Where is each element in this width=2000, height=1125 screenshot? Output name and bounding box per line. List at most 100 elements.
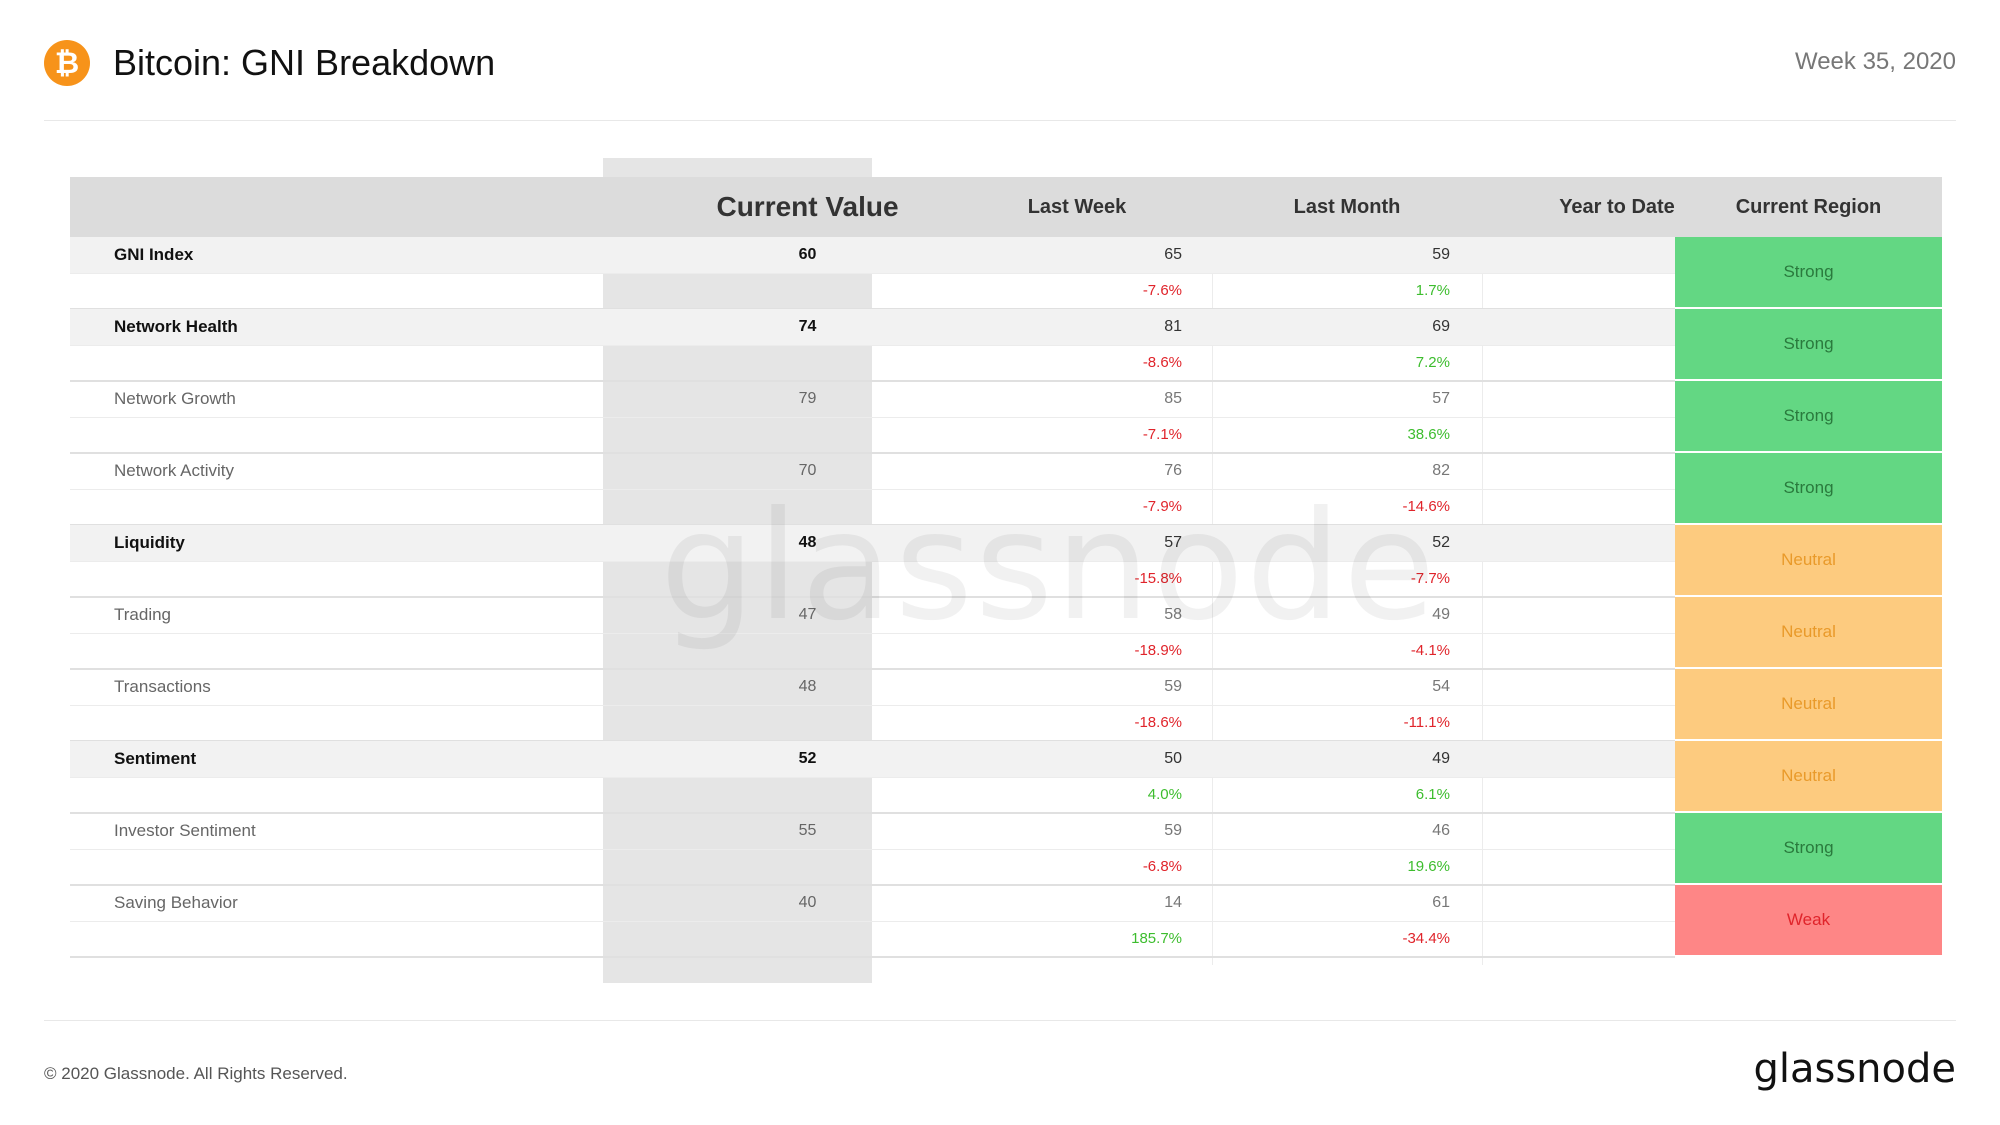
last-week-value: 14 bbox=[1164, 894, 1182, 911]
row-value-band bbox=[70, 237, 1675, 273]
row-label: Network Growth bbox=[114, 389, 236, 408]
last-month-change: 19.6% bbox=[1407, 858, 1450, 875]
last-month-change: 7.2% bbox=[1415, 354, 1450, 371]
row-inner-divider bbox=[70, 273, 1675, 274]
last-week-change: -15.8% bbox=[1134, 570, 1182, 587]
current-value-cell: 70 bbox=[798, 462, 817, 479]
last-week-value: 50 bbox=[1164, 750, 1182, 767]
last-month-value: 49 bbox=[1432, 750, 1450, 767]
last-week-value: 57 bbox=[1164, 534, 1182, 551]
page-header: ₿ Bitcoin: GNI Breakdown Week 35, 2020 bbox=[44, 30, 1956, 120]
current-value-cell: 60 bbox=[798, 246, 817, 263]
row-label: Liquidity bbox=[114, 533, 185, 552]
row-value-band bbox=[70, 525, 1675, 561]
region-badge: Neutral bbox=[1675, 741, 1942, 811]
row-divider bbox=[70, 956, 1675, 958]
column-divider bbox=[1212, 237, 1213, 965]
last-week-change: -7.9% bbox=[1142, 498, 1182, 515]
current-value-column-band bbox=[603, 158, 872, 983]
row-label: Network Activity bbox=[114, 461, 234, 480]
table-row: Investor Sentiment5559-6.8%4619.6%3652.8… bbox=[70, 813, 1942, 886]
last-week-change: 4.0% bbox=[1147, 786, 1182, 803]
row-inner-divider bbox=[70, 561, 1675, 562]
last-week-value: 58 bbox=[1164, 606, 1182, 623]
row-inner-divider bbox=[70, 849, 1675, 850]
last-month-value: 69 bbox=[1432, 318, 1450, 335]
row-inner-divider bbox=[70, 633, 1675, 634]
last-week-change: 185.7% bbox=[1131, 930, 1182, 947]
row-divider bbox=[70, 668, 1675, 670]
last-week-value: 76 bbox=[1164, 462, 1182, 479]
row-divider bbox=[70, 884, 1675, 886]
last-month-change: -4.1% bbox=[1410, 642, 1450, 659]
current-value-cell: 74 bbox=[798, 318, 817, 335]
header-last-week: Last Week bbox=[1027, 196, 1127, 218]
current-value-cell: 79 bbox=[798, 390, 817, 407]
row-inner-divider bbox=[70, 921, 1675, 922]
row-divider bbox=[70, 596, 1675, 598]
row-label: Saving Behavior bbox=[114, 893, 238, 912]
last-month-value: 82 bbox=[1432, 462, 1450, 479]
last-week-value: 59 bbox=[1164, 678, 1182, 695]
region-badge: Neutral bbox=[1675, 597, 1942, 667]
page-title: Bitcoin: GNI Breakdown bbox=[113, 42, 496, 83]
current-value-cell: 48 bbox=[798, 678, 817, 695]
table-row: Network Activity7076-7.9%82-14.6%24191.7… bbox=[70, 453, 1942, 526]
last-week-change: -7.1% bbox=[1142, 426, 1182, 443]
last-month-change: 1.7% bbox=[1415, 282, 1450, 299]
row-label: Transactions bbox=[114, 677, 211, 696]
last-month-value: 54 bbox=[1432, 678, 1450, 695]
footer-divider bbox=[44, 1020, 1956, 1021]
row-value-band bbox=[70, 309, 1675, 345]
last-month-value: 57 bbox=[1432, 390, 1450, 407]
last-month-change: -7.7% bbox=[1410, 570, 1450, 587]
header-divider bbox=[44, 120, 1956, 121]
table-header-row: Current Value Last Week Last Month Year … bbox=[70, 177, 1942, 237]
week-label: Week 35, 2020 bbox=[1794, 48, 1956, 75]
row-label: Sentiment bbox=[114, 749, 197, 768]
row-divider bbox=[70, 452, 1675, 454]
last-month-value: 59 bbox=[1432, 246, 1450, 263]
header-current-value: Current Value bbox=[716, 191, 899, 222]
last-month-change: -14.6% bbox=[1402, 498, 1450, 515]
last-week-value: 81 bbox=[1164, 318, 1182, 335]
last-week-value: 65 bbox=[1164, 246, 1182, 263]
last-week-change: -7.6% bbox=[1142, 282, 1182, 299]
header-year-to-date: Year to Date bbox=[1559, 196, 1675, 218]
table-row: Network Health7481-8.6%697.2%25196.0%Str… bbox=[70, 309, 1942, 382]
row-label: Investor Sentiment bbox=[114, 821, 256, 840]
row-inner-divider bbox=[70, 417, 1675, 418]
last-week-change: -6.8% bbox=[1142, 858, 1182, 875]
row-label: Trading bbox=[114, 605, 172, 624]
region-badge: Strong bbox=[1675, 453, 1942, 523]
current-value-cell: 40 bbox=[798, 894, 817, 911]
region-badge: Strong bbox=[1675, 381, 1942, 451]
last-month-value: 46 bbox=[1432, 822, 1450, 839]
last-week-change: -18.9% bbox=[1134, 642, 1182, 659]
last-month-value: 52 bbox=[1432, 534, 1450, 551]
table-row: Saving Behavior4014185.7%61-34.4%100-60.… bbox=[70, 885, 1942, 958]
table-row: Transactions4859-18.6%54-11.1%3826.3%Neu… bbox=[70, 669, 1942, 742]
current-value-cell: 48 bbox=[798, 534, 817, 551]
column-divider bbox=[1482, 237, 1483, 965]
row-inner-divider bbox=[70, 345, 1675, 346]
region-badge: Weak bbox=[1675, 885, 1942, 955]
last-week-value: 59 bbox=[1164, 822, 1182, 839]
row-label: Network Health bbox=[114, 317, 238, 336]
region-badge: Strong bbox=[1675, 309, 1942, 379]
copyright-text: © 2020 Glassnode. All Rights Reserved. bbox=[44, 1064, 348, 1083]
bitcoin-logo-icon: ₿ bbox=[44, 40, 90, 86]
last-week-change: -18.6% bbox=[1134, 714, 1182, 731]
row-inner-divider bbox=[70, 705, 1675, 706]
header-last-month: Last Month bbox=[1293, 196, 1401, 218]
row-inner-divider bbox=[70, 777, 1675, 778]
last-week-change: -8.6% bbox=[1142, 354, 1182, 371]
current-value-cell: 55 bbox=[798, 822, 817, 839]
row-label: GNI Index bbox=[114, 245, 194, 264]
current-value-cell: 47 bbox=[798, 606, 817, 623]
table-row: Network Growth7985-7.1%5738.6%26203.8%St… bbox=[70, 381, 1942, 454]
